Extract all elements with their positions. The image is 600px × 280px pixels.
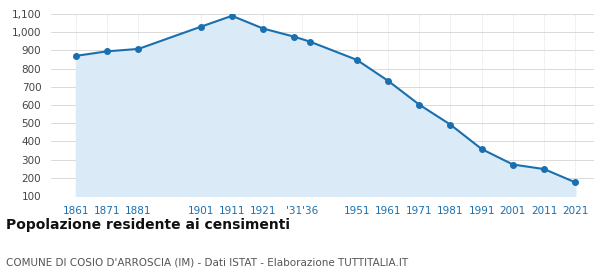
Text: Popolazione residente ai censimenti: Popolazione residente ai censimenti — [6, 218, 290, 232]
Text: COMUNE DI COSIO D'ARROSCIA (IM) - Dati ISTAT - Elaborazione TUTTITALIA.IT: COMUNE DI COSIO D'ARROSCIA (IM) - Dati I… — [6, 258, 408, 268]
